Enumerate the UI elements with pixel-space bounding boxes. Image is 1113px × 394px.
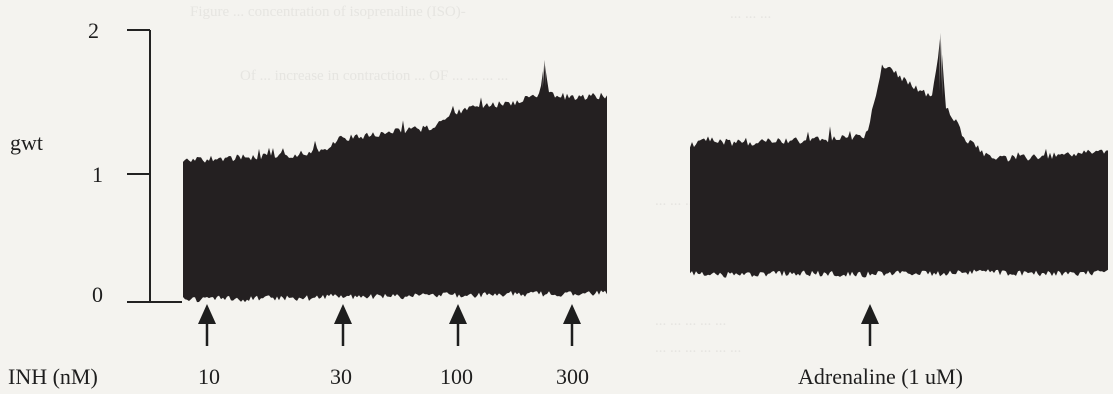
y-axis: 2 1 0 gwt bbox=[10, 18, 182, 307]
arrow-markers-adrenaline bbox=[861, 304, 879, 346]
marker-arrow-head bbox=[334, 304, 352, 324]
marker-label: 100 bbox=[440, 364, 473, 389]
marker-arrow-head bbox=[563, 304, 581, 324]
marker-arrow-head bbox=[198, 304, 216, 324]
ghost-line-6: ... ... ... ... ... ... bbox=[655, 340, 741, 356]
y-tick-label-0: 0 bbox=[92, 282, 103, 307]
y-tick-label-1: 1 bbox=[92, 162, 103, 187]
ghost-line-3: ... ... ... bbox=[730, 6, 771, 22]
marker-label: 30 bbox=[330, 364, 352, 389]
x-axis-label-adrenaline: Adrenaline (1 uM) bbox=[798, 364, 963, 389]
x-axis-label-inh: INH (nM) bbox=[8, 364, 98, 389]
marker-label: 300 bbox=[556, 364, 589, 389]
marker-arrow-head bbox=[449, 304, 467, 324]
background-text: Figure ... concentration of isoprenaline… bbox=[190, 4, 771, 356]
ghost-line-1: Figure ... concentration of isoprenaline… bbox=[190, 4, 466, 20]
arrow-markers-inh: 10 30 100 300 bbox=[198, 304, 589, 389]
marker-arrow-head bbox=[861, 304, 879, 324]
tension-trace-inh bbox=[183, 59, 607, 303]
tension-trace-adrenaline bbox=[690, 32, 1108, 278]
ghost-line-2: Of ... increase in contraction ... OF ..… bbox=[240, 68, 508, 84]
marker-label: 10 bbox=[198, 364, 220, 389]
ghost-line-5: ... ... ... ... ... bbox=[655, 313, 726, 329]
chart-inh: 2 1 0 gwt 10 30 100 300 INH (nM) bbox=[8, 18, 607, 389]
y-tick-label-2: 2 bbox=[88, 18, 99, 43]
y-axis-label: gwt bbox=[10, 130, 43, 155]
chart-adrenaline: Adrenaline (1 uM) bbox=[690, 32, 1108, 389]
